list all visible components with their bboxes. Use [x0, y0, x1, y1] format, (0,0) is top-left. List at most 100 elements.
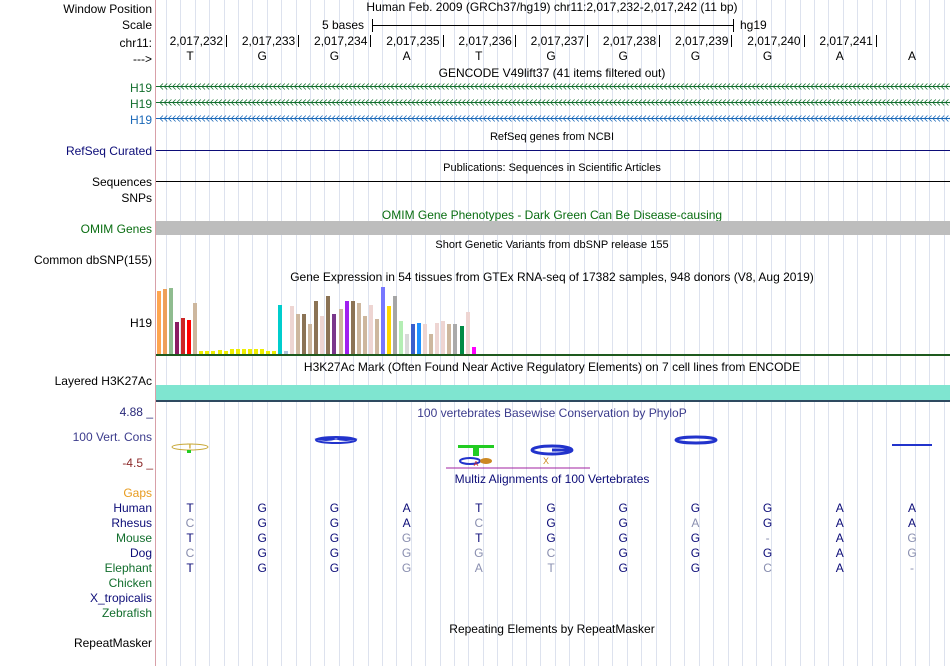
gtex-tissue-bar[interactable]	[290, 305, 295, 354]
omim-gene-bar[interactable]	[156, 221, 950, 235]
refseq-gene-line[interactable]	[156, 150, 950, 151]
gencode-transcript-h19-1[interactable]	[156, 83, 950, 90]
gtex-tissue-bar[interactable]	[380, 286, 385, 354]
gtex-tissue-bar[interactable]	[235, 348, 240, 354]
coordinate-tick	[442, 35, 444, 47]
gtex-tissue-bar[interactable]	[374, 319, 379, 354]
track-label[interactable]: Human	[113, 501, 152, 515]
publications-sequence-line[interactable]	[156, 181, 950, 182]
gtex-tissue-bar[interactable]	[229, 349, 234, 354]
genome-browser-image[interactable]: Human Feb. 2009 (GRCh37/hg19) chr11:2,01…	[156, 0, 950, 666]
track-label[interactable]: RepeatMasker	[73, 636, 152, 650]
track-label[interactable]: Common dbSNP(155)	[33, 253, 152, 267]
gtex-tissue-bar[interactable]	[411, 324, 416, 354]
logo-position-3	[314, 436, 358, 444]
scale-tick-left	[372, 19, 373, 32]
track-label[interactable]: H19	[129, 113, 152, 127]
track-label[interactable]: Scale	[121, 18, 152, 32]
gtex-tissue-bar[interactable]	[211, 350, 216, 354]
track-label[interactable]: Chicken	[108, 576, 152, 590]
track-label[interactable]: Dog	[129, 546, 152, 560]
gtex-tissue-bar[interactable]	[453, 324, 458, 354]
gtex-tissue-bar[interactable]	[459, 326, 464, 354]
gtex-tissue-bar[interactable]	[423, 324, 428, 354]
h3k27ac-signal[interactable]	[156, 385, 950, 402]
gtex-tissue-bar[interactable]	[417, 322, 422, 354]
track-label[interactable]: 100 Vert. Cons	[72, 430, 152, 444]
gtex-tissue-bar[interactable]	[205, 350, 210, 354]
gtex-tissue-bar[interactable]	[350, 301, 355, 354]
gtex-tissue-bar[interactable]	[386, 305, 391, 354]
gtex-tissue-bar[interactable]	[163, 289, 168, 354]
gtex-tissue-bar[interactable]	[302, 314, 307, 354]
track-label[interactable]: Mouse	[115, 531, 152, 545]
track-label[interactable]: chr11:	[119, 36, 152, 50]
track-label[interactable]: --->	[133, 52, 152, 66]
gtex-tissue-bar[interactable]	[175, 322, 180, 354]
track-label[interactable]: Zebrafish	[101, 606, 152, 620]
gridline	[209, 0, 211, 666]
gridline	[871, 0, 873, 666]
track-label[interactable]: Layered H3K27Ac	[54, 374, 152, 388]
gencode-transcript-h19-3[interactable]	[156, 115, 950, 122]
gtex-tissue-bar[interactable]	[278, 305, 282, 354]
gtex-tissue-bar[interactable]	[181, 317, 186, 354]
gtex-tissue-bar[interactable]	[187, 319, 192, 354]
track-divider[interactable]	[155, 0, 156, 666]
gtex-tissue-bar[interactable]	[217, 350, 222, 354]
gtex-tissue-bar[interactable]	[247, 348, 252, 354]
gtex-tissue-bar[interactable]	[356, 303, 361, 354]
track-label[interactable]: RefSeq Curated	[65, 144, 152, 158]
gtex-tissue-bar[interactable]	[308, 324, 313, 354]
coordinate-tick	[370, 35, 372, 47]
gtex-tissue-bar[interactable]	[368, 304, 373, 354]
gtex-tissue-bar[interactable]	[429, 334, 434, 354]
track-label[interactable]: SNPs	[121, 191, 152, 205]
gtex-tissue-bar[interactable]	[241, 349, 246, 354]
phylop-logo[interactable]: T A X	[156, 426, 950, 470]
track-label[interactable]: Rhesus	[111, 516, 152, 530]
gtex-tissue-bar[interactable]	[435, 322, 440, 354]
gtex-expression-chart[interactable]	[156, 286, 534, 354]
gtex-tissue-bar[interactable]	[284, 350, 289, 354]
gtex-tissue-bar[interactable]	[199, 350, 204, 354]
gencode-transcript-h19-2[interactable]	[156, 99, 950, 106]
gtex-tissue-bar[interactable]	[447, 324, 452, 354]
track-label[interactable]: H19	[129, 81, 152, 95]
gtex-tissue-bar[interactable]	[326, 295, 331, 354]
gtex-tissue-bar[interactable]	[471, 347, 476, 354]
gtex-tissue-bar[interactable]	[259, 349, 264, 354]
gtex-tissue-bar[interactable]	[332, 314, 337, 354]
gtex-tissue-bar[interactable]	[405, 334, 410, 354]
gtex-tissue-bar[interactable]	[441, 321, 446, 354]
gtex-tissue-bar[interactable]	[271, 351, 276, 354]
gridline	[569, 0, 571, 666]
track-label[interactable]: X_tropicalis	[89, 591, 152, 605]
track-label[interactable]: H19	[129, 316, 152, 330]
gtex-tissue-bar[interactable]	[392, 295, 397, 354]
gtex-tissue-bar[interactable]	[223, 350, 228, 354]
gtex-tissue-bar[interactable]	[265, 350, 270, 354]
gridline	[670, 0, 671, 666]
gtex-tissue-bar[interactable]	[296, 314, 301, 354]
gtex-tissue-bar[interactable]	[320, 315, 325, 354]
gtex-tissue-bar[interactable]	[344, 301, 349, 354]
gtex-tissue-bar[interactable]	[362, 316, 367, 354]
track-label[interactable]: Window Position	[63, 2, 152, 16]
gtex-tissue-bar[interactable]	[314, 301, 319, 354]
track-label[interactable]: Elephant	[104, 561, 152, 575]
gtex-tissue-bar[interactable]	[193, 302, 198, 354]
gridline	[842, 0, 844, 666]
gtex-tissue-bar[interactable]	[253, 348, 258, 354]
track-label[interactable]: OMIM Genes	[80, 222, 152, 236]
gtex-tissue-bar[interactable]	[399, 321, 403, 354]
gtex-tissue-bar[interactable]	[465, 312, 470, 354]
track-label[interactable]: Gaps	[123, 486, 152, 500]
gtex-tissue-bar[interactable]	[157, 291, 161, 354]
gridline	[785, 0, 787, 666]
track-label[interactable]: Sequences	[91, 175, 152, 189]
gtex-tissue-bar[interactable]	[169, 288, 174, 354]
alignment-base: G	[618, 531, 628, 545]
gtex-tissue-bar[interactable]	[338, 309, 343, 354]
track-label[interactable]: H19	[129, 97, 152, 111]
